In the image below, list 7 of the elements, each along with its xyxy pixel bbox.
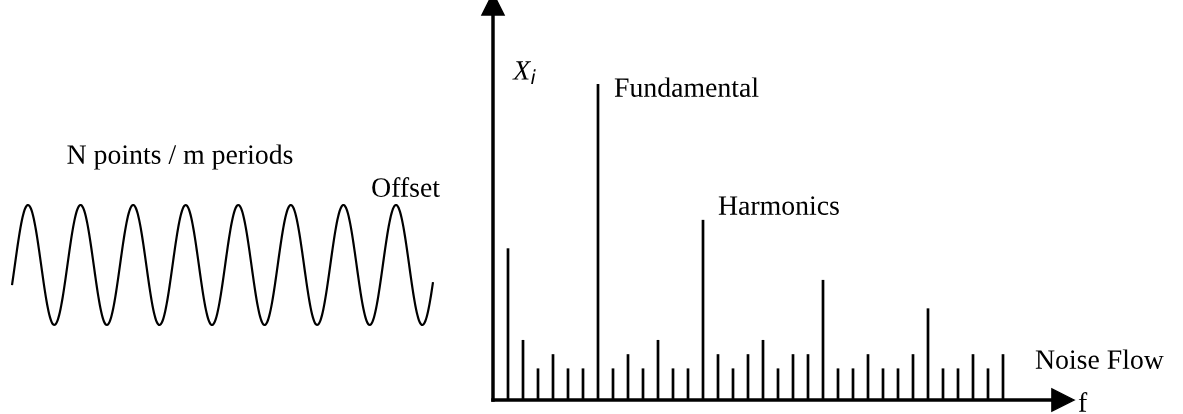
annotation: Fundamental — [614, 77, 759, 97]
y-axis-title: X$_{i}$ — [512, 61, 536, 85]
x-axis-title: f — [1078, 392, 1088, 412]
text: Noise Flow — [1035, 349, 1164, 369]
text: Offset — [372, 177, 440, 197]
annotation: Harmonics — [718, 196, 839, 215]
text: N points / m periods — [67, 144, 293, 170]
